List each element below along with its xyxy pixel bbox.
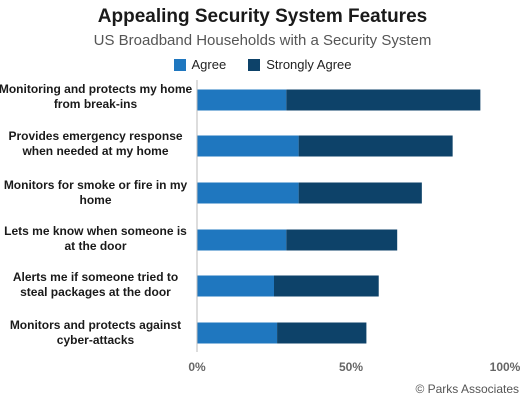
category-label: Monitors for smoke or fire in my home	[3, 178, 188, 207]
bar-strongly-agree	[298, 182, 422, 204]
category-label: Monitors and protects against cyber-atta…	[9, 318, 182, 347]
category-label: Provides emergency response when needed …	[8, 129, 183, 158]
legend: Agree Strongly Agree	[0, 57, 525, 72]
legend-label-agree: Agree	[191, 57, 227, 72]
legend-swatch-strongly-agree	[248, 58, 261, 71]
bar-agree	[197, 322, 278, 344]
bar-agree	[197, 135, 299, 157]
chart-title: Appealing Security System Features	[97, 6, 428, 27]
category-label: Monitoring and protects my home from bre…	[0, 82, 193, 111]
legend-label-strongly-agree: Strongly Agree	[266, 57, 352, 72]
bar-strongly-agree	[286, 89, 481, 111]
bar-strongly-agree	[298, 135, 453, 157]
bar-agree	[197, 182, 299, 204]
bar-strongly-agree	[277, 322, 367, 344]
x-tick-label: 0%	[188, 360, 206, 374]
bar-strongly-agree	[286, 229, 398, 251]
bar-agree	[197, 275, 274, 297]
credit-text: © Parks Associates	[415, 382, 519, 396]
legend-item-strongly-agree: Strongly Agree	[248, 57, 351, 72]
chart-subtitle: US Broadband Households with a Security …	[93, 32, 432, 49]
legend-swatch-agree	[173, 58, 186, 71]
category-label: Lets me know when someone is at the door	[4, 224, 187, 253]
legend-item-agree: Agree	[173, 57, 227, 72]
bar-agree	[197, 229, 287, 251]
x-tick-label: 100%	[490, 360, 521, 374]
bar-agree	[197, 89, 287, 111]
x-tick-label: 50%	[339, 360, 363, 374]
category-label: Alerts me if someone tried to steal pack…	[12, 270, 179, 299]
bar-strongly-agree	[274, 275, 379, 297]
